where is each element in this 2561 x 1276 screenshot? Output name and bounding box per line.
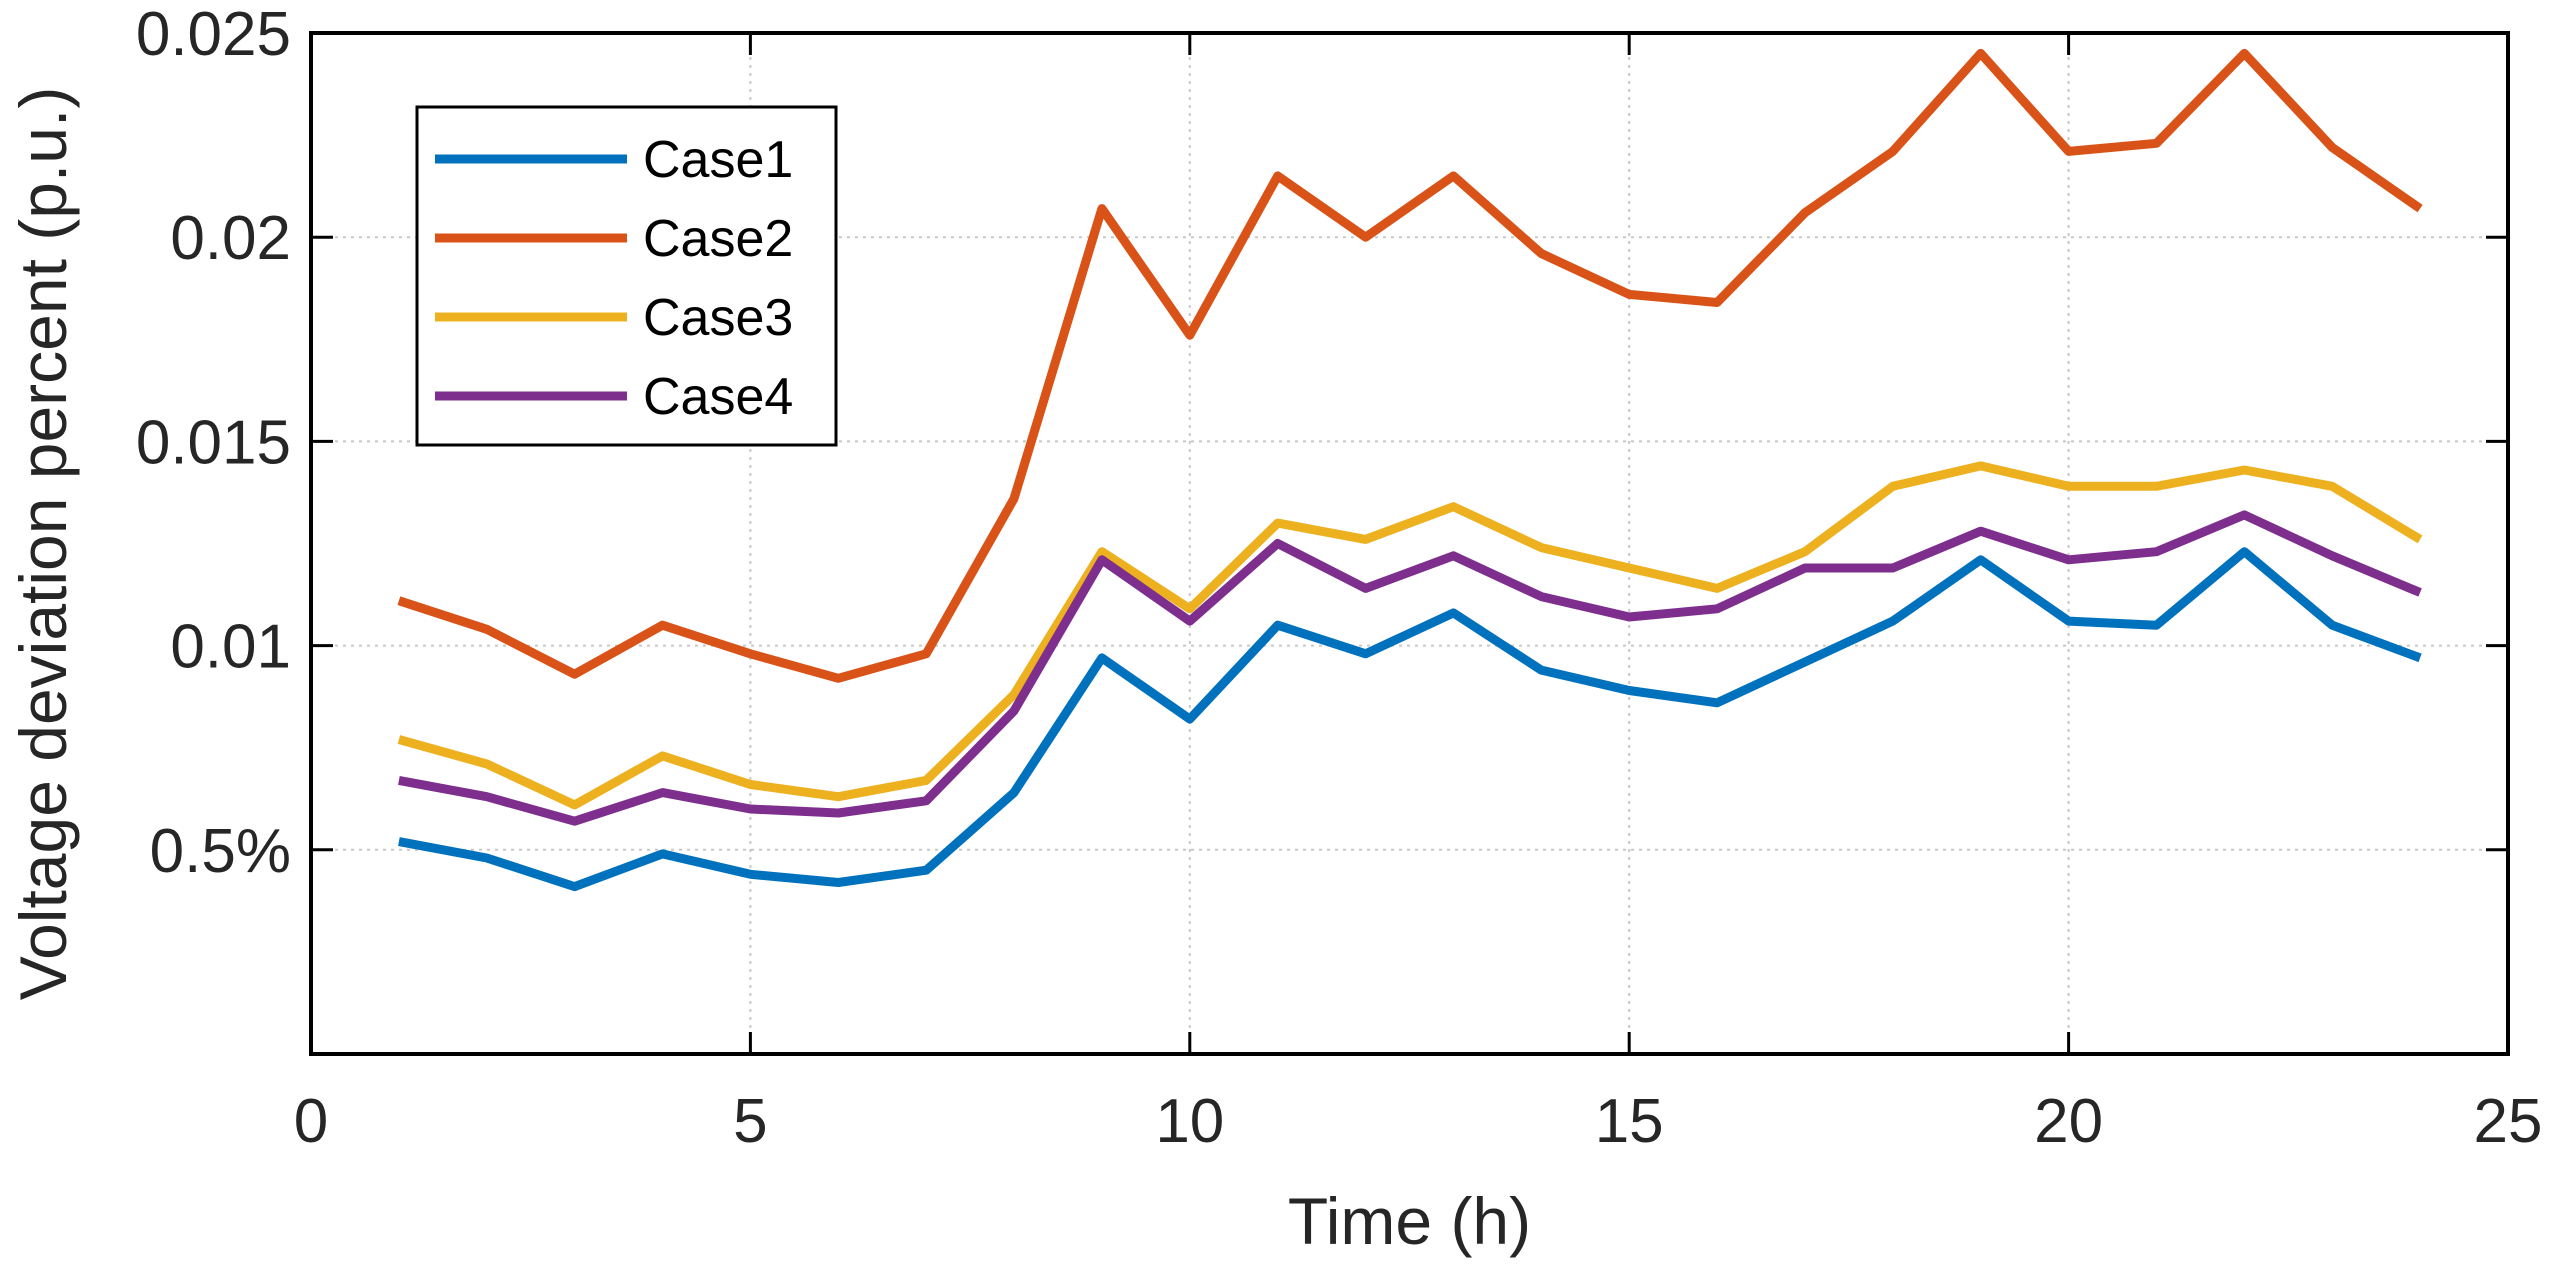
x-tick-label: 10 [1155,1087,1224,1156]
y-tick-label: 0.5% [150,817,291,886]
axis-ticks [309,31,2510,1054]
x-tick-label: 20 [2034,1087,2103,1156]
legend-label-case4: Case4 [643,368,793,426]
x-tick-label: 5 [733,1087,767,1156]
x-axis-tick-labels: 0 5 10 15 20 25 [294,1087,2543,1156]
series-lines [397,48,2423,892]
plot-area-frame [309,31,2510,1056]
y-tick-label: 0.025 [136,0,291,69]
x-tick-label: 25 [2474,1087,2543,1156]
x-tick-label: 0 [294,1087,328,1156]
legend-label-case1: Case1 [643,131,793,189]
legend-label-case2: Case2 [643,210,793,268]
y-axis-tick-labels: 0.5% 0.01 0.015 0.02 0.025 [136,0,291,886]
x-axis-title: Time (h) [1288,1184,1531,1258]
series-line-case2 [397,48,2423,683]
legend: Case1 Case2 Case3 Case4 [415,105,838,447]
series-line-case3 [397,461,2423,810]
y-tick-label: 0.02 [170,204,291,273]
x-tick-label: 15 [1595,1087,1664,1156]
y-tick-label: 0.01 [170,613,291,682]
series-line-case4 [398,510,2422,826]
y-tick-label: 0.015 [136,408,291,477]
y-axis-title: Voltage deviation percent (p.u.) [6,87,80,1001]
legend-label-case3: Case3 [643,289,793,347]
series-line-case1 [398,547,2422,892]
